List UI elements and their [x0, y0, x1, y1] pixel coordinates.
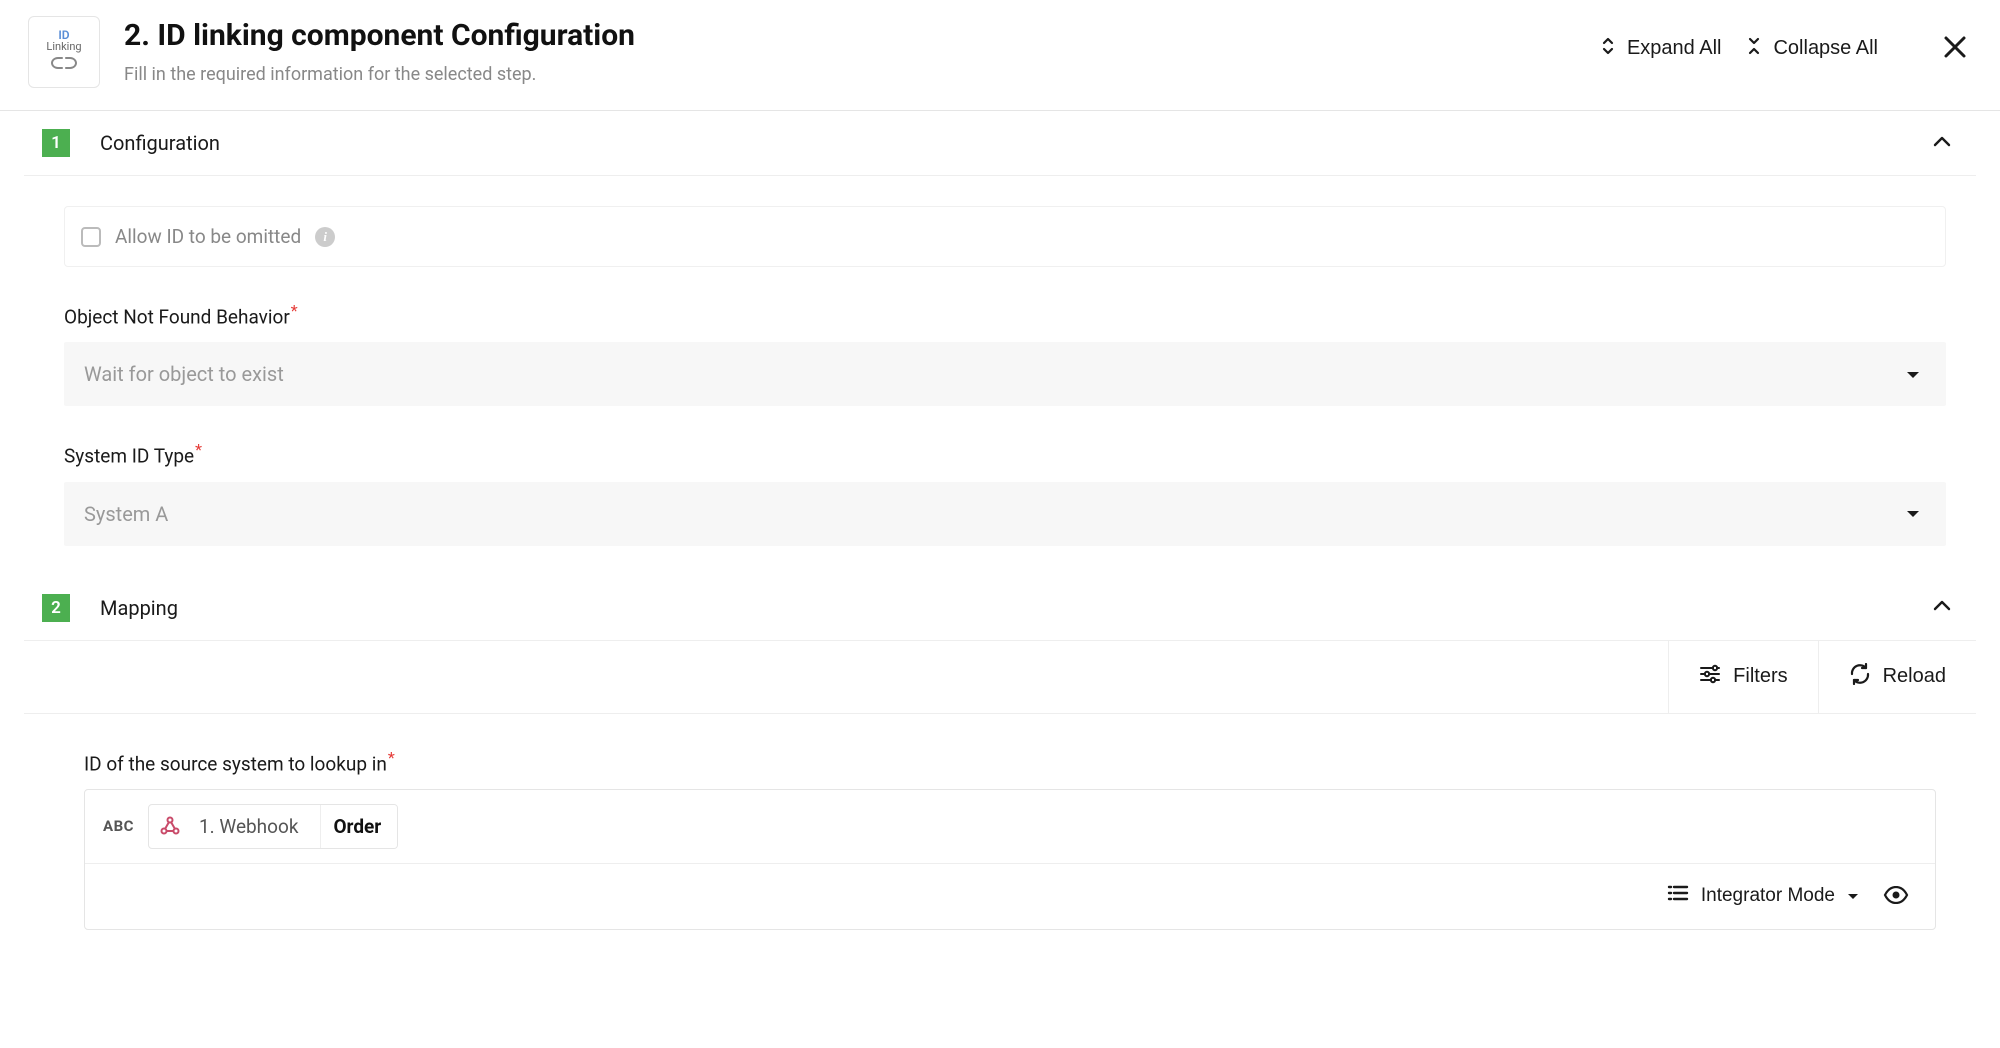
page-subtitle: Fill in the required information for the… — [124, 64, 1599, 85]
component-icon-box: ID Linking — [28, 16, 100, 88]
section-title: Mapping — [100, 596, 1932, 620]
integrator-mode-button[interactable]: Integrator Mode — [1667, 884, 1859, 908]
section-header-mapping[interactable]: 2 Mapping — [24, 576, 1976, 641]
select-value: Wait for object to exist — [84, 362, 1906, 386]
chevron-up-icon — [1932, 134, 1976, 153]
source-id-label: ID of the source system to lookup in* — [84, 748, 1936, 775]
expand-all-button[interactable]: Expand All — [1599, 35, 1722, 63]
unfold-more-icon — [1599, 35, 1617, 63]
page-title: 2. ID linking component Configuration — [124, 18, 1599, 54]
header-actions: Expand All Collapse All — [1599, 16, 1972, 67]
link-icon — [49, 55, 79, 75]
webhook-icon — [149, 807, 189, 845]
section-body-configuration: Allow ID to be omitted i Object Not Foun… — [24, 176, 1976, 576]
section-number-badge: 2 — [42, 594, 70, 622]
page-header: ID Linking 2. ID linking component Confi… — [0, 0, 2000, 111]
field-label-text: ID of the source system to lookup in — [84, 752, 387, 775]
caret-down-icon — [1906, 365, 1920, 384]
chevron-up-icon — [1932, 598, 1976, 617]
header-text-block: 2. ID linking component Configuration Fi… — [124, 16, 1599, 85]
close-icon — [1942, 48, 1968, 63]
section-header-configuration[interactable]: 1 Configuration — [24, 111, 1976, 176]
select-value: System A — [84, 502, 1906, 526]
collapse-all-button[interactable]: Collapse All — [1745, 35, 1878, 63]
content: 1 Configuration Allow ID to be omitted i… — [0, 111, 2000, 970]
expand-all-label: Expand All — [1627, 37, 1722, 60]
webhook-step-label: 1. Webhook — [199, 815, 310, 838]
system-id-type-select[interactable]: System A — [64, 482, 1946, 546]
system-id-type-label: System ID Type* — [64, 440, 1946, 467]
system-id-type-field: System ID Type* System A — [64, 440, 1946, 545]
required-star: * — [291, 301, 298, 320]
preview-button[interactable] — [1879, 882, 1913, 911]
mapping-input-footer: Integrator Mode — [85, 863, 1935, 929]
filters-icon — [1699, 663, 1721, 691]
allow-id-omitted-checkbox[interactable] — [81, 227, 101, 247]
section-title: Configuration — [100, 131, 1932, 155]
object-not-found-behavior-field: Object Not Found Behavior* Wait for obje… — [64, 301, 1946, 406]
webhook-value-chip[interactable]: 1. Webhook Order — [148, 804, 398, 849]
reload-icon — [1849, 663, 1871, 691]
object-not-found-behavior-label: Object Not Found Behavior* — [64, 301, 1946, 328]
caret-down-icon — [1847, 885, 1859, 907]
allow-id-omitted-label: Allow ID to be omitted — [115, 225, 301, 248]
filters-label: Filters — [1733, 665, 1787, 688]
collapse-all-label: Collapse All — [1773, 37, 1878, 60]
reload-label: Reload — [1883, 665, 1946, 688]
section-number-badge: 1 — [42, 129, 70, 157]
mapping-body: ID of the source system to lookup in* AB… — [24, 714, 1976, 940]
mode-label: Integrator Mode — [1701, 885, 1835, 907]
object-not-found-behavior-select[interactable]: Wait for object to exist — [64, 342, 1946, 406]
component-icon-label-bottom: Linking — [46, 41, 81, 53]
mapping-toolbar: Filters Reload — [24, 641, 1976, 714]
required-star: * — [195, 440, 202, 459]
source-id-input-card: ABC 1. Webhook Order — [84, 789, 1936, 930]
info-icon[interactable]: i — [315, 227, 335, 247]
webhook-value: Order — [320, 805, 397, 848]
caret-down-icon — [1906, 504, 1920, 523]
eye-icon — [1883, 892, 1909, 907]
allow-id-omitted-card: Allow ID to be omitted i — [64, 206, 1946, 267]
required-star: * — [388, 748, 395, 767]
filters-button[interactable]: Filters — [1668, 641, 1817, 713]
list-icon — [1667, 884, 1689, 908]
reload-button[interactable]: Reload — [1818, 641, 1976, 713]
unfold-less-icon — [1745, 35, 1763, 63]
source-id-input-row[interactable]: ABC 1. Webhook Order — [85, 790, 1935, 863]
abc-type-chip: ABC — [99, 817, 134, 835]
field-label-text: System ID Type — [64, 445, 194, 468]
close-button[interactable] — [1938, 30, 1972, 67]
field-label-text: Object Not Found Behavior — [64, 305, 290, 328]
